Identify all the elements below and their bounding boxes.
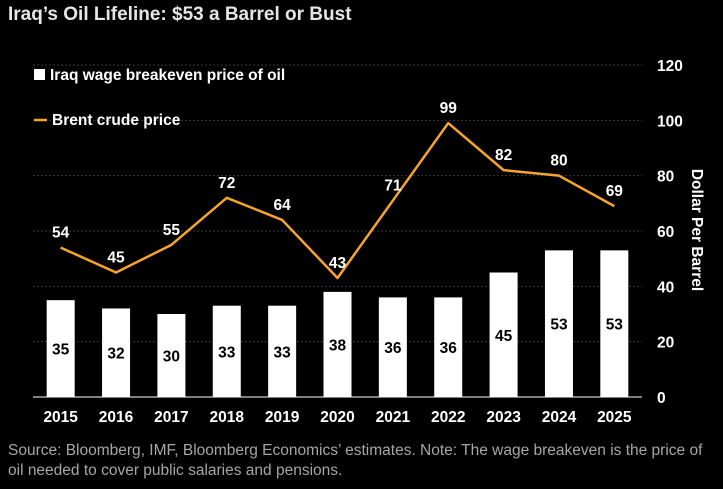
x-tick-label: 2017 bbox=[154, 409, 188, 426]
bar-value-label: 45 bbox=[495, 328, 513, 345]
x-tick-label: 2022 bbox=[431, 409, 465, 426]
x-tick-label: 2018 bbox=[210, 409, 245, 426]
bar-value-label: 38 bbox=[329, 337, 347, 354]
bar-value-label: 30 bbox=[163, 349, 180, 366]
x-tick-label: 2025 bbox=[597, 409, 632, 426]
bar-value-label: 33 bbox=[274, 344, 292, 361]
bar bbox=[46, 300, 75, 397]
y-axis-ticks: 0 20 40 60 80 100 120 bbox=[657, 58, 683, 407]
x-tick-label: 2024 bbox=[542, 409, 577, 426]
bar-series bbox=[46, 250, 629, 397]
line-value-label: 55 bbox=[163, 222, 181, 239]
bar-value-label: 35 bbox=[52, 342, 70, 359]
bar-value-label: 36 bbox=[440, 340, 458, 357]
bar bbox=[544, 250, 573, 397]
line-value-label: 69 bbox=[606, 183, 624, 200]
y-tick-label: 0 bbox=[657, 390, 666, 407]
y-tick-label: 40 bbox=[657, 279, 674, 296]
bar bbox=[212, 305, 241, 397]
y-tick-label: 20 bbox=[657, 335, 674, 352]
bar-value-label: 32 bbox=[107, 346, 124, 363]
line-value-label: 43 bbox=[329, 255, 347, 272]
legend-label-bars: Iraq wage breakeven price of oil bbox=[50, 67, 285, 84]
source-note: Source: Bloomberg, IMF, Bloomberg Econom… bbox=[8, 442, 703, 479]
x-axis-ticks: 2015 2016 2017 2018 2019 2020 2021 2022 2023 2024… bbox=[43, 409, 631, 426]
line-value-label: 64 bbox=[274, 197, 292, 214]
y-tick-label: 100 bbox=[657, 113, 683, 130]
line-value-label: 45 bbox=[107, 250, 125, 267]
x-tick-label: 2020 bbox=[320, 409, 354, 426]
line-value-label: 72 bbox=[218, 175, 235, 192]
bar bbox=[434, 297, 463, 397]
line-value-label: 54 bbox=[52, 225, 70, 242]
x-tick-label: 2019 bbox=[265, 409, 300, 426]
bar bbox=[157, 314, 186, 397]
bar bbox=[378, 297, 407, 397]
legend: Iraq wage breakeven price of oil Brent c… bbox=[34, 67, 285, 129]
line-value-label: 99 bbox=[440, 100, 458, 117]
legend-label-line: Brent crude price bbox=[52, 112, 181, 129]
line-value-label: 82 bbox=[495, 147, 512, 164]
bar-data-labels: 35 32 30 33 33 38 36 36 45 53 53 bbox=[52, 317, 623, 366]
bar-value-label: 53 bbox=[606, 317, 624, 334]
combo-chart: 35 32 30 33 33 38 36 36 45 53 53 54 45 55 72 64 43 71 99 8… bbox=[33, 58, 705, 426]
y-tick-label: 120 bbox=[657, 58, 683, 75]
line-value-label: 80 bbox=[550, 153, 567, 170]
bar bbox=[102, 308, 131, 397]
x-tick-label: 2021 bbox=[376, 409, 411, 426]
bar-value-label: 33 bbox=[218, 344, 236, 361]
y-tick-label: 80 bbox=[657, 169, 674, 186]
chart-title: Iraq’s Oil Lifeline: $53 a Barrel or Bus… bbox=[8, 4, 352, 25]
x-tick-label: 2016 bbox=[99, 409, 134, 426]
bar bbox=[600, 250, 629, 397]
bar bbox=[268, 305, 297, 397]
bar bbox=[323, 291, 352, 397]
x-tick-label: 2015 bbox=[43, 409, 78, 426]
legend-swatch-bars bbox=[34, 69, 45, 80]
y-axis-label: Dollar Per Barrel bbox=[688, 169, 705, 291]
bar-value-label: 36 bbox=[384, 340, 402, 357]
x-tick-label: 2023 bbox=[486, 409, 521, 426]
line-value-label: 71 bbox=[384, 178, 402, 195]
bar-value-label: 53 bbox=[550, 317, 568, 334]
y-tick-label: 60 bbox=[657, 224, 674, 241]
bar bbox=[489, 272, 518, 397]
line-data-labels: 54 45 55 72 64 43 71 99 82 80 69 bbox=[52, 100, 623, 272]
line-series bbox=[60, 121, 615, 280]
